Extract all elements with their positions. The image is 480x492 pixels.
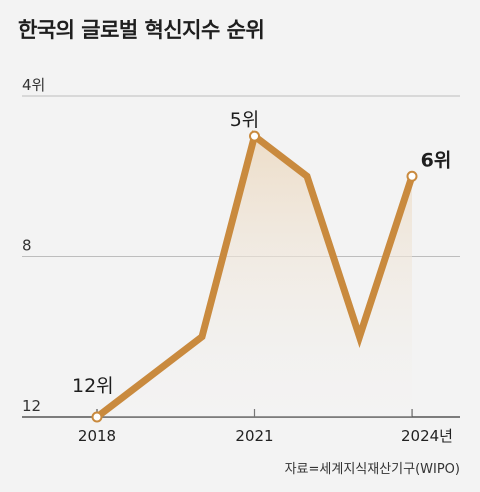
data-point-marker (249, 130, 260, 142)
source-note: 자료=세계지식재산기구(WIPO) (284, 462, 460, 477)
y-tick-label: 8 (22, 237, 32, 255)
data-label: 12위 (72, 375, 114, 397)
data-label: 5위 (230, 109, 260, 131)
data-point-marker (91, 411, 103, 423)
data-point-marker (406, 170, 418, 182)
x-tick-label: 2021 (235, 427, 273, 445)
area-fill (97, 136, 412, 417)
x-tick-label: 2018 (78, 427, 116, 445)
x-tick-label: 2024년 (401, 427, 453, 445)
data-label: 6위 (421, 149, 452, 171)
chart-title: 한국의 글로벌 혁신지수 순위 (18, 18, 265, 42)
y-tick-label: 12 (22, 397, 41, 415)
y-tick-label: 4위 (22, 76, 45, 94)
